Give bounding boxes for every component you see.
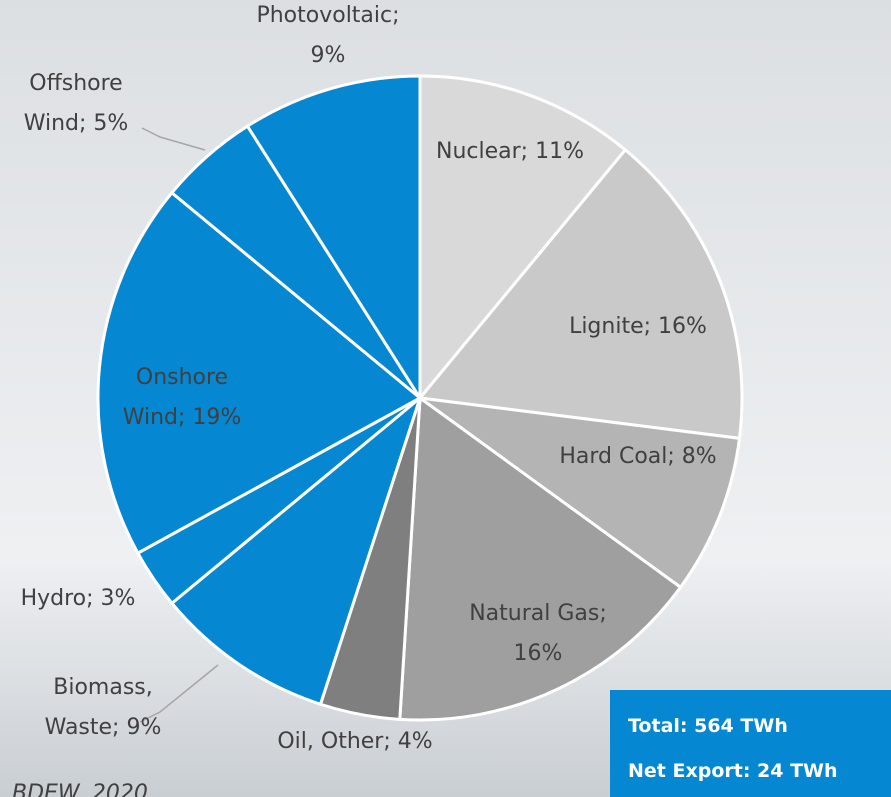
data-label: Oil, Other; 4% xyxy=(277,729,432,754)
summary-box: Total: 564 TWh Net Export: 24 TWh xyxy=(610,690,891,797)
data-label: Nuclear; 11% xyxy=(436,139,584,164)
chart: Nuclear; 11%Lignite; 16%Hard Coal; 8%Nat… xyxy=(0,0,891,797)
total-note: Total: 564 TWh xyxy=(628,715,788,737)
data-label: Lignite; 16% xyxy=(569,314,707,339)
source: BDEW, 2020 xyxy=(12,781,148,797)
data-label: Hydro; 3% xyxy=(21,586,136,611)
export-note: Net Export: 24 TWh xyxy=(628,760,838,782)
pie xyxy=(98,76,742,720)
data-label: Hard Coal; 8% xyxy=(559,444,716,469)
